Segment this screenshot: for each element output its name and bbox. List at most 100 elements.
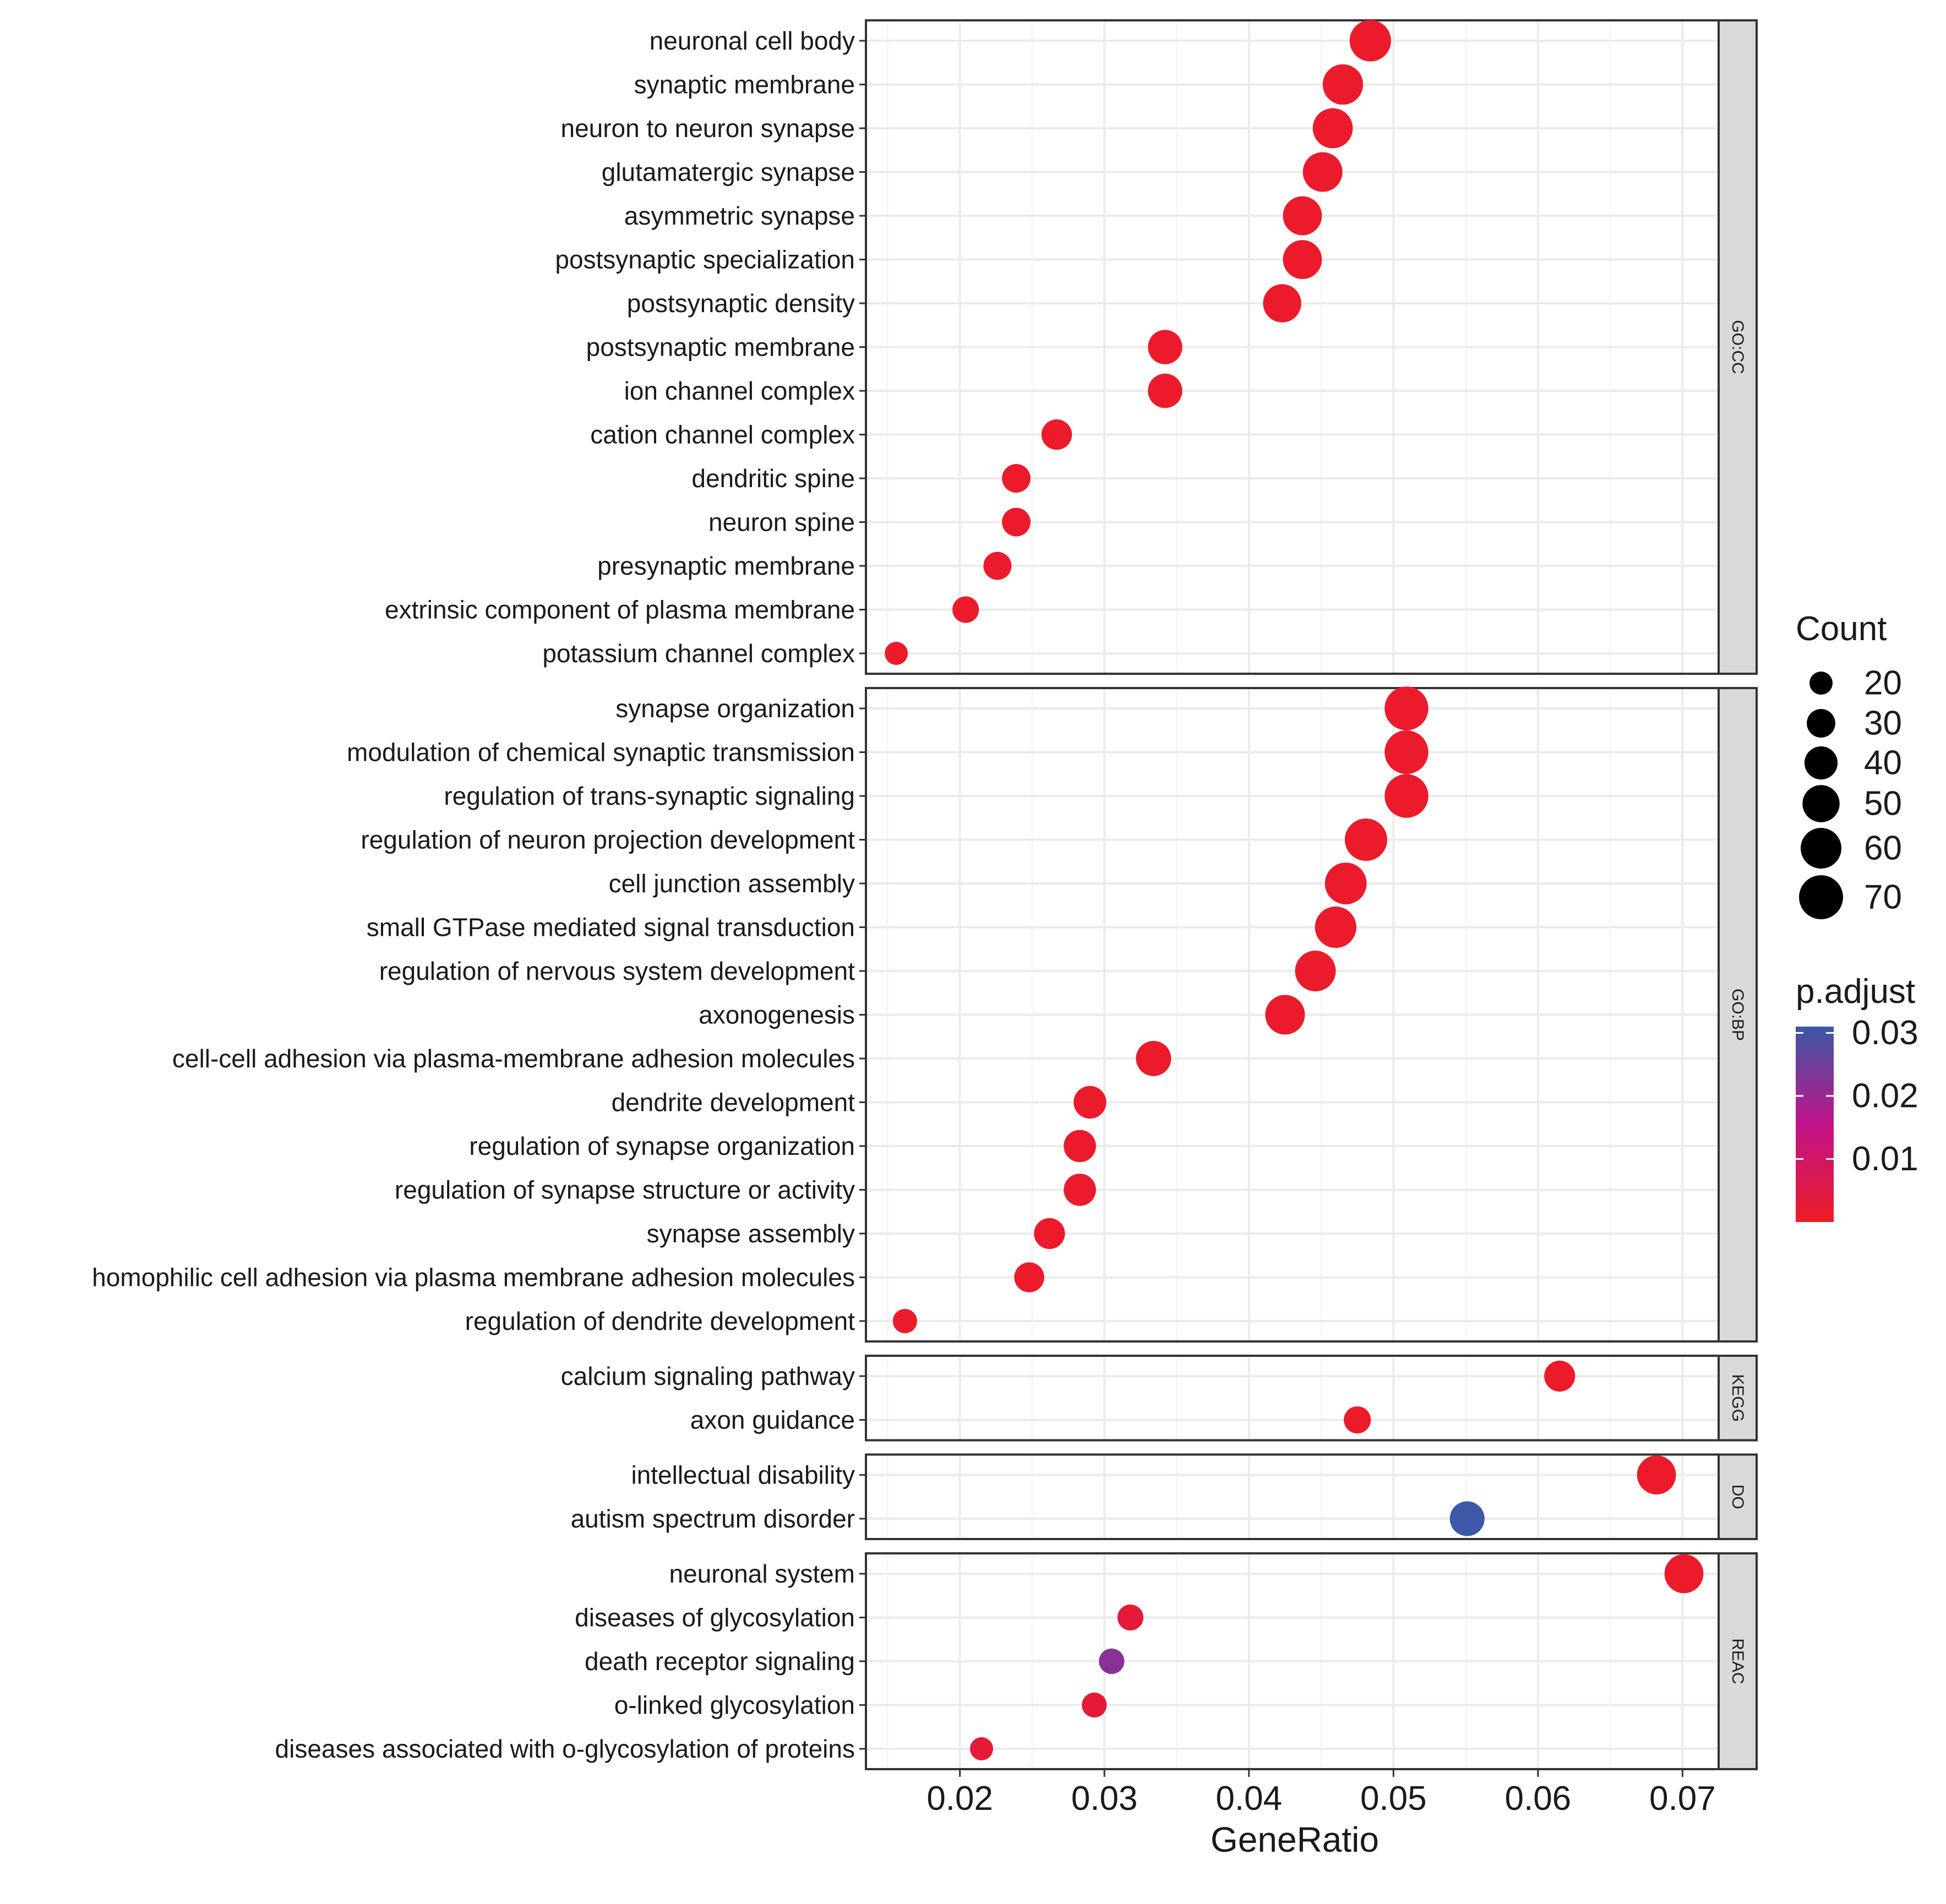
data-point-modulation-of-chemical-synaptic-transmission bbox=[1384, 730, 1429, 774]
term-label: synapse assembly bbox=[647, 1219, 855, 1248]
facet-strip bbox=[1718, 1453, 1758, 1540]
data-point-small-gtpase-mediated-signal-transduction bbox=[1315, 906, 1356, 948]
term-label: extrinsic component of plasma membrane bbox=[385, 596, 855, 624]
facet-strip-label: GO:CC bbox=[1729, 320, 1747, 374]
term-label: dendritic spine bbox=[691, 464, 855, 493]
panel-go-bp: GO:BP synapse organization modulation of c… bbox=[92, 686, 1758, 1343]
size-legend-label: 60 bbox=[1864, 830, 1902, 868]
x-tick-label: 0.05 bbox=[1360, 1780, 1427, 1818]
data-point-synapse-assembly bbox=[1034, 1218, 1065, 1250]
term-label: diseases of glycosylation bbox=[575, 1603, 855, 1632]
size-legend-dot bbox=[1809, 672, 1833, 695]
data-point-extrinsic-component-of-plasma-membrane bbox=[952, 596, 979, 623]
term-label: modulation of chemical synaptic transmis… bbox=[347, 738, 855, 767]
data-point-cation-channel-complex bbox=[1041, 419, 1072, 450]
term-label: neuronal cell body bbox=[650, 26, 855, 55]
data-point-glutamatergic-synapse bbox=[1302, 152, 1343, 192]
data-point-diseases-of-glycosylation bbox=[1117, 1604, 1144, 1631]
data-point-presynaptic-membrane bbox=[983, 552, 1012, 580]
term-label: postsynaptic membrane bbox=[586, 333, 855, 362]
term-label: regulation of trans-synaptic signaling bbox=[444, 782, 855, 810]
facet-strip bbox=[1718, 1355, 1758, 1442]
data-point-cell-junction-assembly bbox=[1324, 863, 1367, 904]
data-point-neuronal-system bbox=[1664, 1554, 1704, 1594]
panel-kegg: KEGG calcium signaling pathway axon guidan… bbox=[561, 1355, 1758, 1442]
term-label: diseases associated with o-glycosylation… bbox=[275, 1734, 855, 1763]
size-legend-label: 20 bbox=[1864, 664, 1902, 702]
data-point-intellectual-disability bbox=[1637, 1455, 1676, 1494]
color-legend-label: 0.03 bbox=[1852, 1014, 1918, 1052]
data-point-axonogenesis bbox=[1265, 995, 1305, 1035]
facet-panels: GO:CC neuronal cell body synaptic membrane… bbox=[92, 19, 1758, 1770]
facet-strip bbox=[1718, 1552, 1758, 1770]
term-label: autism spectrum disorder bbox=[571, 1504, 855, 1533]
term-label: regulation of neuron projection developm… bbox=[361, 826, 855, 854]
facet-strip-label: GO:BP bbox=[1729, 989, 1747, 1041]
data-point-o-linked-glycosylation bbox=[1082, 1692, 1107, 1718]
term-label: neuron spine bbox=[708, 508, 855, 537]
term-label: regulation of nervous system development bbox=[379, 957, 855, 985]
color-legend-label: 0.02 bbox=[1852, 1077, 1918, 1115]
facet-strip-label: KEGG bbox=[1729, 1374, 1747, 1422]
x-axis-title: GeneRatio bbox=[1211, 1820, 1379, 1859]
color-legend-label: 0.01 bbox=[1852, 1140, 1918, 1178]
x-tick-label: 0.02 bbox=[926, 1780, 993, 1818]
data-point-postsynaptic-specialization bbox=[1283, 240, 1322, 279]
term-label: neuron to neuron synapse bbox=[560, 114, 855, 143]
data-point-neuronal-cell-body bbox=[1349, 20, 1391, 62]
size-legend-title: Count bbox=[1796, 610, 1887, 648]
term-label: cell junction assembly bbox=[609, 869, 855, 898]
term-label: calcium signaling pathway bbox=[561, 1362, 855, 1390]
x-tick-label: 0.03 bbox=[1071, 1780, 1138, 1818]
size-legend-label: 30 bbox=[1864, 705, 1902, 743]
term-label: regulation of synapse structure or activ… bbox=[395, 1176, 855, 1204]
data-point-regulation-of-neuron-projection-development bbox=[1344, 818, 1387, 861]
data-point-autism-spectrum-disorder bbox=[1449, 1501, 1485, 1536]
panel-frame bbox=[865, 1453, 1720, 1540]
term-label: dendrite development bbox=[612, 1088, 855, 1117]
facet-strip bbox=[1718, 687, 1758, 1343]
size-legend-dot bbox=[1804, 746, 1838, 780]
term-label: death receptor signaling bbox=[585, 1647, 855, 1676]
data-point-asymmetric-synapse bbox=[1283, 196, 1322, 236]
term-label: regulation of dendrite development bbox=[465, 1307, 855, 1335]
term-label: potassium channel complex bbox=[542, 639, 855, 668]
data-point-diseases-associated-with-o-glycosylation-of-proteins bbox=[970, 1737, 994, 1760]
panel-do: DO intellectual disability autism spectrum… bbox=[571, 1453, 1758, 1540]
data-point-regulation-of-dendrite-development bbox=[892, 1308, 917, 1334]
term-label: synaptic membrane bbox=[634, 70, 855, 99]
data-point-axon-guidance bbox=[1344, 1406, 1371, 1434]
term-label: axon guidance bbox=[690, 1406, 855, 1434]
data-point-regulation-of-synapse-organization bbox=[1064, 1130, 1096, 1163]
term-label: small GTPase mediated signal transductio… bbox=[367, 913, 855, 942]
size-legend-label: 70 bbox=[1864, 879, 1902, 916]
data-point-regulation-of-trans-synaptic-signaling bbox=[1384, 774, 1429, 818]
x-axis: 0.02 0.03 0.04 0.05 0.06 0.07 bbox=[926, 1769, 1716, 1818]
term-label: axonogenesis bbox=[699, 1001, 855, 1029]
data-point-cell-cell-adhesion-via-plasma-membrane-adhesion-molecules bbox=[1136, 1041, 1171, 1076]
term-label: asymmetric synapse bbox=[624, 201, 855, 230]
data-point-dendritic-spine bbox=[1002, 464, 1031, 493]
data-point-death-receptor-signaling bbox=[1099, 1648, 1125, 1674]
term-label: intellectual disability bbox=[631, 1461, 855, 1490]
data-point-dendrite-development bbox=[1073, 1085, 1106, 1119]
panel-go-cc: GO:CC neuronal cell body synaptic membrane… bbox=[385, 19, 1758, 675]
term-label: postsynaptic specialization bbox=[555, 245, 855, 274]
facet-strip-label: DO bbox=[1729, 1485, 1747, 1509]
size-legend-dot bbox=[1802, 785, 1840, 822]
color-legend-title: p.adjust bbox=[1796, 973, 1915, 1011]
data-point-ion-channel-complex bbox=[1148, 373, 1182, 408]
data-point-neuron-spine bbox=[1002, 508, 1031, 537]
size-legend-label: 40 bbox=[1864, 744, 1902, 782]
data-point-postsynaptic-membrane bbox=[1148, 330, 1182, 364]
color-bar bbox=[1796, 1027, 1834, 1222]
term-label: cation channel complex bbox=[590, 421, 855, 449]
data-point-postsynaptic-density bbox=[1263, 284, 1301, 323]
term-label: neuronal system bbox=[669, 1559, 855, 1588]
term-label: presynaptic membrane bbox=[597, 552, 855, 580]
term-label: regulation of synapse organization bbox=[469, 1132, 855, 1160]
term-label: ion channel complex bbox=[624, 377, 855, 405]
panel-frame bbox=[865, 1355, 1720, 1442]
